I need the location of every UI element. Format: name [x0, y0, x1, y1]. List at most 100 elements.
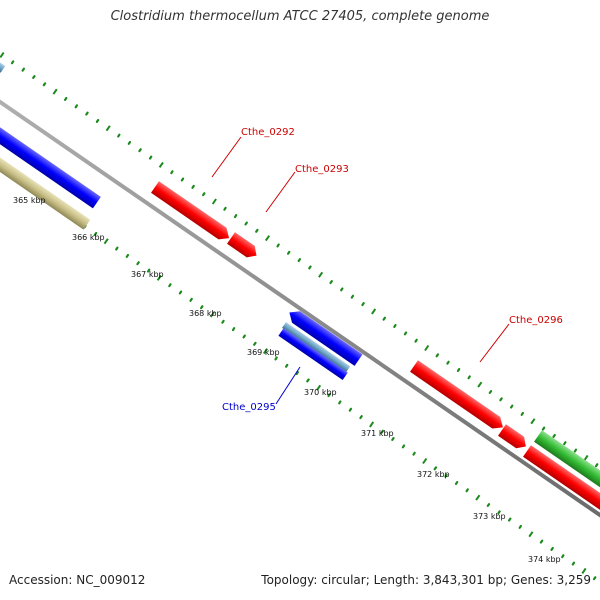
rna-feature-green	[534, 430, 600, 499]
ruler-tick	[573, 448, 578, 453]
scale-label-374: 374 kbp	[528, 555, 561, 564]
ruler-tick	[371, 308, 377, 315]
ruler-tick	[158, 161, 164, 168]
ruler-tick	[105, 125, 111, 132]
ruler-tick	[348, 407, 353, 412]
ruler-tick	[191, 184, 195, 189]
ruler-tick	[148, 155, 153, 160]
genes-label: Genes:	[510, 573, 553, 587]
ruler-tick	[125, 253, 130, 258]
map-title: Clostridium thermocellum ATCC 27405, com…	[110, 9, 490, 24]
forward-cds-cthe-0293	[227, 232, 257, 258]
ruler-tick	[209, 311, 215, 318]
ruler-tick	[510, 404, 514, 409]
reverse-cds-cthe-0295-upper	[289, 311, 363, 366]
gene-label-cthe-0295: Cthe_0295	[222, 402, 276, 413]
scale-label-367: 367 kbp	[131, 270, 164, 279]
genes-value: 3,259	[556, 573, 591, 587]
ruler-tick	[233, 214, 238, 219]
ruler-tick	[594, 463, 599, 468]
ruler-tick	[327, 393, 331, 398]
ruler-tick	[486, 503, 491, 507]
ruler-tick	[244, 221, 248, 226]
forward-cds-cthe-0292	[151, 181, 230, 240]
ruler-tick	[488, 390, 493, 394]
ruler-tick	[74, 104, 79, 109]
ruler-tick	[422, 457, 428, 465]
ruler-tick	[52, 88, 58, 95]
ruler-tick	[95, 118, 100, 123]
ruler-tick	[156, 274, 162, 281]
reverse-cds-cthe-0295	[278, 328, 348, 380]
ruler-tick	[433, 466, 438, 471]
leader-line-cthe-0295	[275, 366, 301, 405]
ruler-tick	[21, 67, 25, 72]
ruler-tick	[221, 319, 225, 324]
ruler-tick	[497, 510, 501, 515]
ruler-tick	[446, 360, 450, 365]
gene-label-cthe-0293: Cthe_0293	[295, 164, 349, 175]
ruler-tick	[32, 74, 36, 80]
ruler-tick	[287, 250, 291, 255]
ruler-tick	[465, 488, 469, 493]
ruler-tick	[412, 451, 416, 456]
ruler-tick	[295, 371, 299, 376]
ruler-tick	[85, 111, 89, 116]
genome-backbone	[0, 99, 600, 518]
ruler-tick	[424, 344, 430, 352]
ruler-tick	[467, 375, 471, 380]
leader-line-cthe-0293	[265, 171, 296, 213]
ruler-tick	[308, 265, 312, 270]
scale-label-368: 368 kbp	[189, 309, 222, 318]
ruler-tick	[0, 51, 5, 59]
ruler-tick	[297, 258, 301, 263]
ruler-tick	[592, 576, 597, 581]
tan-feature-left	[0, 139, 91, 230]
ruler-tick	[178, 290, 183, 295]
scale-label-369: 369 kbp	[247, 348, 280, 357]
ruler-tick	[414, 338, 418, 343]
ruler-tick	[361, 302, 365, 307]
genome-summary: Topology: circular; Length: 3,843,301 bp…	[261, 573, 591, 587]
ruler-tick	[499, 397, 503, 402]
ruler-tick	[168, 283, 172, 288]
ruler-tick	[63, 96, 68, 102]
forward-cds-small	[498, 424, 526, 449]
scale-label-366: 366 kbp	[72, 233, 105, 242]
length-value: 3,843,301 bp	[422, 573, 503, 587]
ruler-tick	[138, 148, 142, 153]
ruler-tick	[146, 268, 151, 273]
ruler-tick	[477, 381, 483, 388]
ruler-tick	[202, 192, 206, 197]
ruler-tick	[115, 246, 119, 251]
ruler-tick	[456, 368, 461, 372]
ruler-tick	[552, 433, 556, 438]
ruler-tick	[117, 133, 121, 138]
outer-dot-track	[0, 51, 599, 468]
ruler-tick	[391, 437, 395, 441]
forward-cds-cthe-0296	[410, 360, 503, 429]
ruler-tick	[520, 411, 525, 416]
ruler-tick	[563, 441, 567, 446]
ruler-tick	[231, 327, 236, 332]
ruler-tick	[200, 305, 204, 310]
ruler-tick	[350, 294, 355, 299]
topology-value: circular	[321, 573, 366, 587]
ruler-tick	[435, 353, 440, 358]
ruler-tick	[255, 228, 259, 233]
accession-value: NC_009012	[76, 573, 146, 587]
ruler-tick	[518, 524, 523, 529]
length-label: Length:	[373, 573, 420, 587]
ruler-tick	[550, 546, 554, 551]
ruler-tick	[561, 554, 565, 559]
forward-cds-bottom-right	[523, 445, 600, 514]
scale-label-372: 372 kbp	[417, 470, 450, 479]
ruler-tick	[103, 238, 109, 245]
ruler-tick	[93, 231, 98, 236]
ruler-tick	[316, 384, 322, 391]
ruler-tick	[403, 331, 408, 336]
ruler-tick	[42, 82, 47, 87]
leader-line-cthe-0296	[479, 323, 510, 363]
accession-label: Accession:	[9, 573, 73, 587]
